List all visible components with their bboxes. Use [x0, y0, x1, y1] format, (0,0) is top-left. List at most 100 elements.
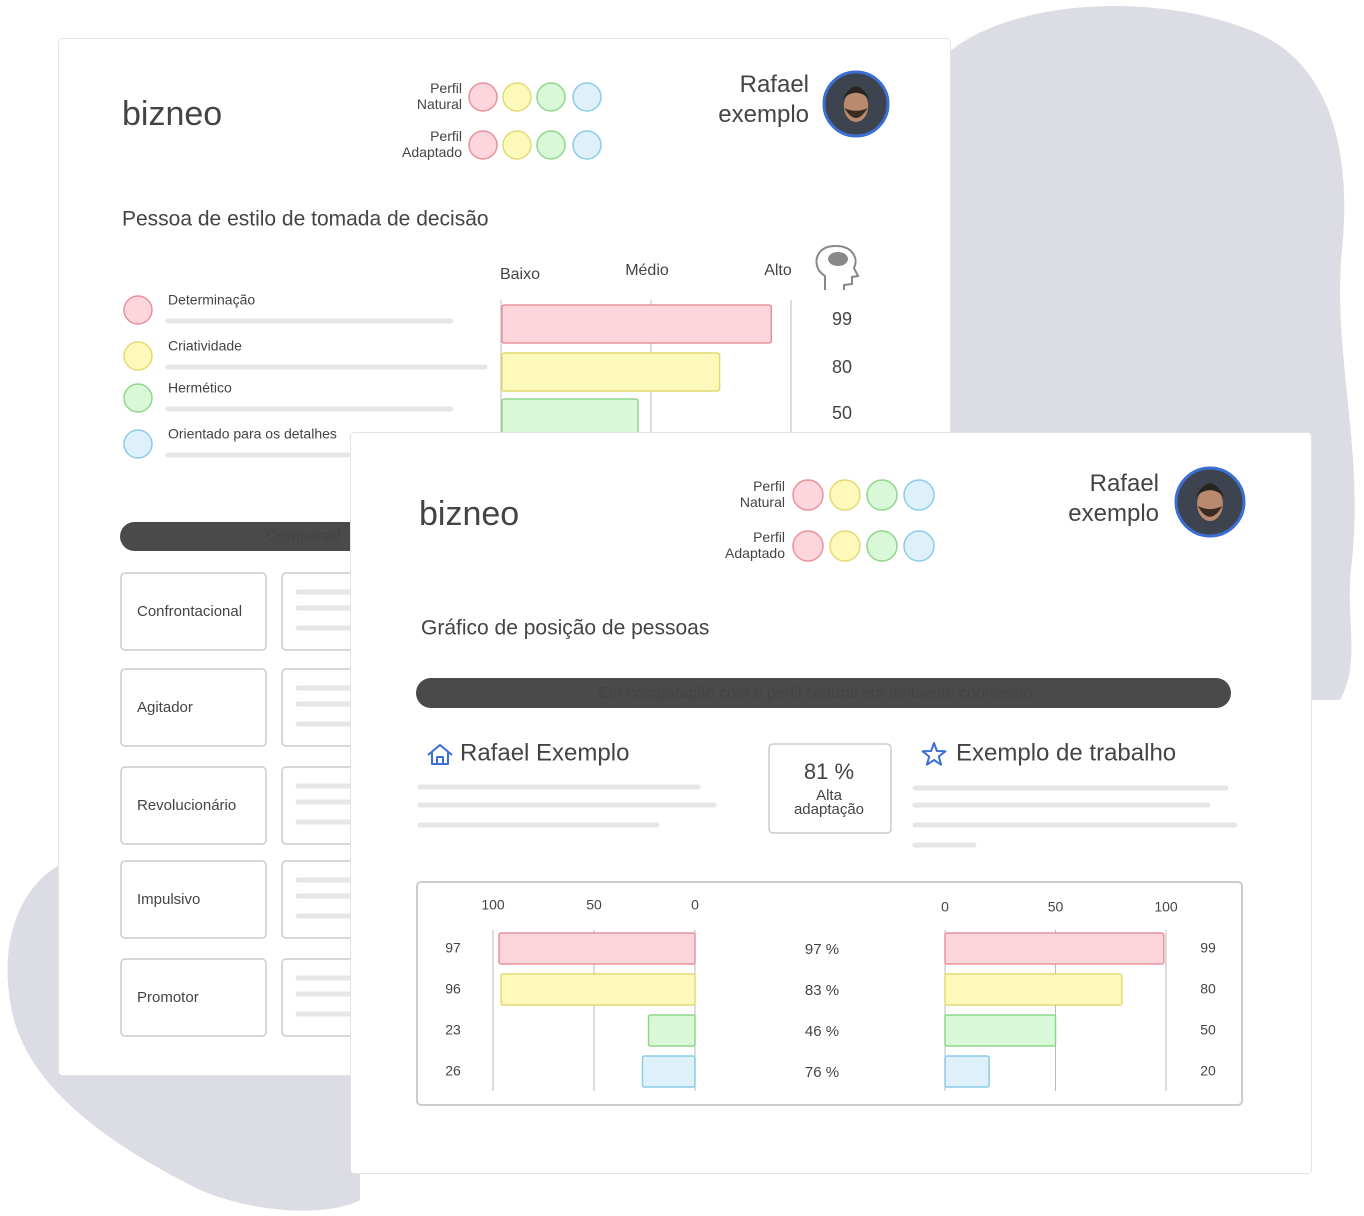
- value-label: 50: [832, 403, 852, 423]
- bar: [944, 1014, 1057, 1047]
- bar: [641, 1055, 696, 1088]
- text-line: Adaptado: [402, 144, 462, 160]
- text-line: adaptação: [794, 801, 864, 818]
- bar: [501, 352, 721, 392]
- style-card: [120, 958, 267, 1037]
- user-name: Rafael exemplo: [718, 71, 809, 128]
- profile-dot: [866, 530, 898, 562]
- person-name: Rafael Exemplo: [460, 739, 629, 766]
- bar: [498, 932, 696, 965]
- background-blob: [940, 5, 1355, 700]
- value-label: 26: [445, 1063, 461, 1079]
- style-card: [120, 668, 267, 747]
- style-card: [120, 860, 267, 939]
- style-card: [120, 572, 267, 651]
- match-label: Alta adaptação: [794, 787, 864, 818]
- trait-label: Hermético: [168, 380, 232, 396]
- text-line: exemplo: [1068, 500, 1159, 527]
- value-label: 99: [832, 309, 852, 329]
- profile-dot: [468, 82, 498, 112]
- bar: [500, 973, 696, 1006]
- section-pill-label: Comparad: [266, 528, 341, 545]
- logo: bizneo: [419, 495, 519, 533]
- section-title: Gráfico de posição de pessoas: [421, 617, 709, 640]
- x-tick-label: 0: [691, 897, 699, 913]
- style-card: [120, 766, 267, 845]
- center-label: 83 %: [805, 982, 839, 999]
- x-tick-label: 50: [586, 897, 602, 913]
- trait-dot: [123, 295, 153, 325]
- profile-dot: [903, 530, 935, 562]
- profile-label: Perfil Natural: [417, 80, 462, 112]
- bar: [501, 398, 639, 438]
- trait-dot: [123, 383, 153, 413]
- text-line: Natural: [417, 96, 462, 112]
- profile-dot: [572, 82, 602, 112]
- scale-label: Médio: [625, 262, 669, 279]
- value-label: 50: [1200, 1022, 1216, 1038]
- logo: bizneo: [122, 95, 222, 133]
- text-line: Adaptado: [725, 545, 785, 561]
- text-line: Perfil: [753, 529, 785, 545]
- trait-dot: [123, 429, 153, 459]
- avatar-beard: [1197, 506, 1223, 517]
- bar: [647, 1014, 696, 1047]
- job-name: Exemplo de trabalho: [956, 739, 1176, 766]
- banner-label: Em comparação com o perfil Natural em am…: [598, 685, 1032, 702]
- brain-icon: [815, 244, 860, 290]
- text-line: Perfil: [430, 128, 462, 144]
- x-tick-label: 100: [1154, 899, 1178, 915]
- avatar-beard: [844, 108, 868, 118]
- bar: [944, 973, 1123, 1006]
- brain-icon: [828, 252, 848, 266]
- profile-dot: [536, 130, 566, 160]
- avatar-hair: [1195, 483, 1225, 497]
- value-label: 97: [445, 940, 461, 956]
- text-line: exemplo: [718, 101, 809, 128]
- profile-label: Perfil Natural: [740, 478, 785, 510]
- value-label: 96: [445, 981, 461, 997]
- text-line: Perfil: [430, 80, 462, 96]
- user-name: Rafael exemplo: [1068, 470, 1159, 527]
- match-value: 81 %: [804, 759, 854, 784]
- profile-dot: [829, 530, 861, 562]
- profile-dot: [903, 479, 935, 511]
- banner: [416, 678, 1231, 708]
- scale-label: Alto: [764, 262, 792, 279]
- trait-label: Criatividade: [168, 338, 242, 354]
- profile-label: Perfil Adaptado: [725, 529, 785, 561]
- style-label: Promotor: [137, 989, 199, 1006]
- style-label: Confrontacional: [137, 603, 242, 620]
- trait-dot: [123, 341, 153, 371]
- style-label: Revolucionário: [137, 797, 236, 814]
- value-label: 20: [1200, 1063, 1216, 1079]
- profile-dot: [572, 130, 602, 160]
- star-icon: [921, 742, 947, 766]
- match-box: [768, 743, 892, 834]
- bar: [944, 1055, 990, 1088]
- text-line: Rafael: [1090, 470, 1159, 497]
- section-title: Pessoa de estilo de tomada de decisão: [122, 208, 489, 231]
- center-label: 76 %: [805, 1064, 839, 1081]
- text-line: Rafael: [740, 71, 809, 98]
- text-line: Natural: [740, 494, 785, 510]
- profile-dot: [468, 130, 498, 160]
- x-tick-label: 0: [941, 899, 949, 915]
- profile-dot: [536, 82, 566, 112]
- profile-dot: [792, 530, 824, 562]
- value-label: 99: [1200, 940, 1216, 956]
- home-icon: [427, 744, 453, 765]
- scale-label: Baixo: [500, 266, 540, 283]
- profile-dot: [829, 479, 861, 511]
- profile-dot: [502, 82, 532, 112]
- background-blob: [7, 860, 360, 1211]
- bar: [501, 304, 773, 344]
- avatar-hair: [842, 86, 870, 100]
- center-label: 97 %: [805, 941, 839, 958]
- profile-dot: [502, 130, 532, 160]
- trait-label: Orientado para os detalhes: [168, 426, 337, 442]
- profile-dot: [866, 479, 898, 511]
